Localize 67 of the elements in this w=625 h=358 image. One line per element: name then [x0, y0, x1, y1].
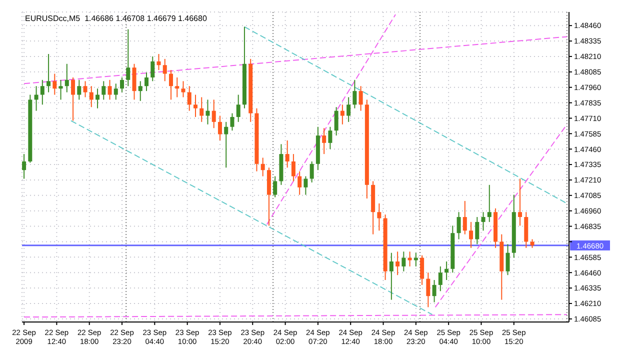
chart-title: EURUSDcc,M5 1.46686 1.46708 1.46679 1.46680 [25, 14, 207, 23]
candlestick [40, 79, 44, 106]
candlestick [114, 83, 118, 100]
candlestick [58, 79, 63, 100]
candlestick [487, 184, 492, 222]
candlestick [156, 53, 161, 71]
candlestick [138, 80, 142, 102]
candlestick [518, 178, 522, 226]
candlestick [462, 200, 467, 235]
candlestick [181, 80, 186, 98]
candlestick [396, 251, 400, 276]
candlestick [328, 126, 332, 150]
candlestick [200, 96, 204, 122]
candlestick [291, 154, 296, 182]
candlestick [46, 53, 51, 93]
candlestick [102, 80, 106, 100]
candlestick [193, 94, 198, 118]
candlestick [175, 76, 180, 98]
candlestick [420, 254, 424, 286]
candlestick [438, 266, 442, 292]
candlestick [358, 86, 363, 112]
candlestick [120, 76, 124, 93]
candlestick [150, 56, 155, 82]
candlestick [456, 212, 461, 240]
candlestick [162, 58, 167, 82]
candlestick [187, 86, 192, 112]
candlestick [346, 96, 351, 122]
candlestick [475, 216, 480, 245]
candlestick [506, 244, 510, 276]
candlestick [389, 252, 394, 300]
candlestick [212, 99, 216, 129]
candlestick [52, 73, 57, 96]
candlestick [310, 160, 314, 183]
candlestick [469, 221, 474, 248]
candlestick [77, 79, 82, 100]
candlestick [334, 106, 338, 136]
candlestick [96, 88, 100, 109]
candlestick [218, 115, 222, 141]
candlestick [108, 79, 112, 100]
candlestick [273, 176, 278, 198]
candlestick [298, 170, 302, 196]
candlestick [304, 176, 308, 196]
candlestick [432, 280, 436, 303]
candlestick [481, 212, 486, 232]
candlestick [34, 86, 38, 112]
candlestick [285, 140, 290, 168]
candlestick [83, 80, 88, 98]
candlestick [426, 272, 430, 308]
candlestick [230, 112, 234, 132]
candlestick [89, 86, 94, 108]
candlestick [126, 28, 130, 87]
candlestick [236, 94, 240, 122]
candlestick [377, 202, 382, 232]
candlestick [206, 99, 210, 125]
candlestick [224, 121, 228, 168]
candlestick [144, 72, 149, 92]
candlestick [22, 154, 26, 180]
candlestick [444, 260, 449, 281]
candlestick [260, 157, 265, 177]
candlestick [340, 104, 344, 125]
candlestick [64, 63, 69, 93]
candlestick [402, 251, 406, 272]
candlestick [352, 79, 357, 109]
candlestick [132, 63, 136, 100]
candlestick [322, 128, 326, 155]
candlestick [168, 70, 173, 100]
candlestick [71, 76, 76, 122]
